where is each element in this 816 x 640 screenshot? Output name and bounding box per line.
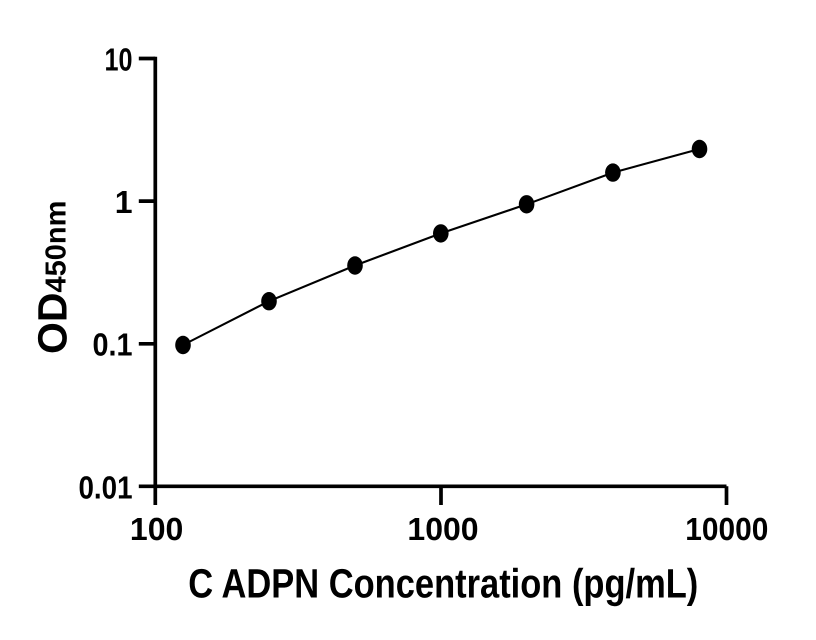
svg-text:0.1: 0.1 bbox=[93, 326, 133, 362]
svg-text:10000: 10000 bbox=[685, 511, 768, 547]
svg-text:1: 1 bbox=[115, 184, 133, 220]
svg-text:0.01: 0.01 bbox=[79, 469, 133, 505]
svg-text:C ADPN Concentration (pg/mL): C ADPN Concentration (pg/mL) bbox=[188, 561, 698, 607]
svg-text:1000: 1000 bbox=[407, 511, 478, 547]
svg-text:10: 10 bbox=[105, 41, 133, 77]
svg-text:100: 100 bbox=[130, 511, 183, 547]
